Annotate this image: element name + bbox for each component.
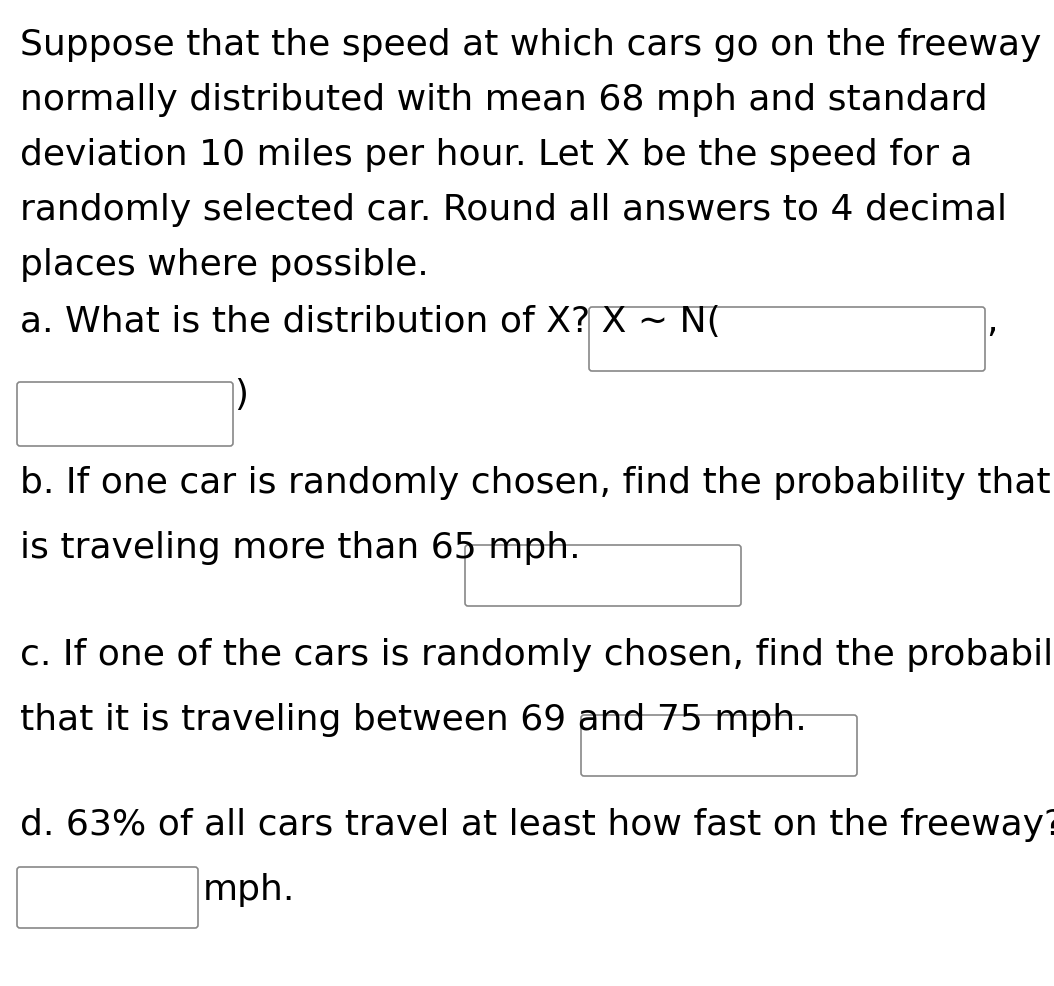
- Text: a. What is the distribution of X? X ∼ N(: a. What is the distribution of X? X ∼ N(: [20, 305, 721, 339]
- Text: c. If one of the cars is randomly chosen, find the probability: c. If one of the cars is randomly chosen…: [20, 638, 1054, 672]
- Text: normally distributed with mean 68 mph and standard: normally distributed with mean 68 mph an…: [20, 83, 988, 117]
- FancyBboxPatch shape: [581, 715, 857, 776]
- Text: mph.: mph.: [203, 873, 295, 907]
- FancyBboxPatch shape: [465, 545, 741, 606]
- Text: d. 63% of all cars travel at least how fast on the freeway?: d. 63% of all cars travel at least how f…: [20, 808, 1054, 842]
- FancyBboxPatch shape: [589, 307, 985, 371]
- FancyBboxPatch shape: [17, 382, 233, 446]
- Text: that it is traveling between 69 and 75 mph.: that it is traveling between 69 and 75 m…: [20, 703, 806, 737]
- Text: b. If one car is randomly chosen, find the probability that it: b. If one car is randomly chosen, find t…: [20, 466, 1054, 500]
- Text: Suppose that the speed at which cars go on the freeway is: Suppose that the speed at which cars go …: [20, 28, 1054, 62]
- Text: randomly selected car. Round all answers to 4 decimal: randomly selected car. Round all answers…: [20, 193, 1007, 227]
- Text: deviation 10 miles per hour. Let X be the speed for a: deviation 10 miles per hour. Let X be th…: [20, 138, 973, 172]
- Text: ): ): [234, 378, 248, 412]
- Text: is traveling more than 65 mph.: is traveling more than 65 mph.: [20, 531, 581, 565]
- FancyBboxPatch shape: [17, 867, 198, 928]
- Text: ,: ,: [985, 305, 997, 339]
- Text: places where possible.: places where possible.: [20, 248, 429, 282]
